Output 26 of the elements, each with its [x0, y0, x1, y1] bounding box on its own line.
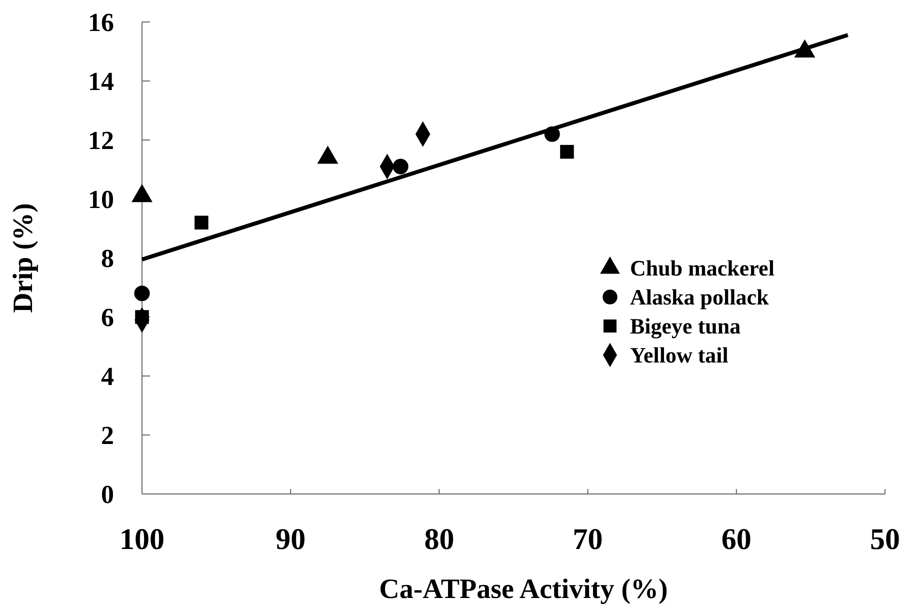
- y-tick-label: 16: [88, 8, 114, 38]
- point: [194, 216, 208, 230]
- legend-label: Alaska pollack: [630, 284, 770, 310]
- x-axis-title: Ca-ATPase Activity (%): [379, 574, 668, 605]
- legend-label: Bigeye tuna: [630, 314, 741, 339]
- point: [560, 144, 574, 159]
- y-tick-label: 8: [101, 244, 114, 274]
- y-tick-label: 10: [88, 185, 114, 214]
- y-tick-label: 4: [101, 362, 114, 392]
- y-tick-label: 12: [88, 126, 114, 156]
- y-tick-label: 0: [101, 480, 114, 510]
- x-tick-label: 60: [721, 523, 752, 556]
- legend-label: Yellow tail: [630, 342, 728, 368]
- point: [392, 158, 408, 174]
- x-tick-label: 80: [424, 523, 454, 556]
- y-tick-label: 2: [101, 421, 114, 450]
- y-tick-label: 14: [88, 67, 114, 96]
- legend-label: Chub mackerel: [630, 256, 774, 281]
- x-tick-label: 100: [120, 523, 164, 556]
- x-tick-label: 90: [276, 523, 306, 556]
- x-tick-label: 50: [870, 523, 900, 556]
- y-tick-label: 6: [101, 303, 114, 332]
- point: [134, 286, 150, 302]
- y-axis-title: Drip (%): [8, 203, 39, 313]
- point: [544, 126, 560, 142]
- x-tick-label: 70: [572, 523, 603, 556]
